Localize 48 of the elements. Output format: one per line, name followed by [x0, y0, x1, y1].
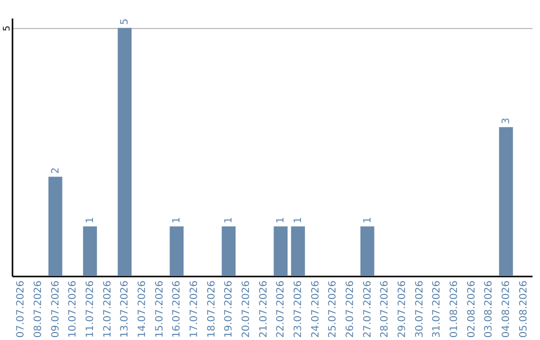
x-tick-label: 02.08.2026	[466, 280, 478, 338]
x-tick-label: 22.07.2026	[276, 280, 287, 338]
x-tick-label: 20.07.2026	[241, 280, 252, 338]
x-tick-label: 30.07.2026	[414, 280, 426, 338]
x-tick-label: 01.08.2026	[449, 280, 460, 338]
data-label: 1	[172, 217, 183, 224]
x-tick-label: 07.07.2026	[16, 280, 27, 338]
x-tick-label: 11.07.2026	[85, 280, 96, 338]
data-label: 1	[85, 217, 96, 224]
x-tick-label: 23.07.2026	[293, 280, 304, 338]
x-tick-label: 13.07.2026	[120, 280, 131, 338]
bar	[360, 226, 374, 276]
bar	[48, 176, 62, 276]
x-tick-label: 05.08.2026	[518, 280, 530, 338]
x-tick-label: 18.07.2026	[206, 280, 218, 338]
bar	[118, 28, 132, 276]
bar	[222, 226, 236, 276]
x-tick-label: 15.07.2026	[154, 280, 166, 338]
bar	[274, 226, 288, 276]
data-label: 1	[224, 217, 235, 224]
x-tick-label: 24.07.2026	[310, 280, 322, 338]
x-tick-label: 14.07.2026	[137, 280, 148, 338]
x-tick-label: 08.07.2026	[33, 280, 44, 338]
x-tick-label: 10.07.2026	[68, 280, 79, 338]
x-tick-label: 27.07.2026	[362, 280, 374, 338]
x-tick-label: 04.08.2026	[501, 280, 512, 338]
x-tick-label: 19.07.2026	[224, 280, 235, 338]
x-tick-label: 17.07.2026	[189, 280, 200, 338]
data-label: 1	[293, 217, 304, 224]
x-tick-label: 09.07.2026	[50, 280, 62, 338]
data-label: 2	[50, 167, 62, 174]
x-tick-label: 29.07.2026	[397, 280, 408, 338]
bar	[170, 226, 184, 276]
bar	[499, 127, 513, 276]
data-label: 5	[120, 18, 131, 25]
data-label: 1	[362, 217, 374, 224]
data-label: 3	[501, 118, 512, 124]
x-tick-label: 28.07.2026	[380, 280, 391, 338]
x-tick-label: 26.07.2026	[345, 280, 356, 338]
data-label: 1	[276, 217, 287, 224]
bar	[291, 226, 305, 276]
x-tick-label: 21.07.2026	[258, 280, 270, 338]
x-tick-label: 31.07.2026	[432, 280, 443, 338]
x-tick-label: 03.08.2026	[484, 280, 495, 338]
x-tick-label: 12.07.2026	[102, 280, 114, 338]
bar	[83, 226, 97, 276]
x-tick-label: 16.07.2026	[172, 280, 183, 338]
x-tick-label: 25.07.2026	[328, 280, 339, 338]
